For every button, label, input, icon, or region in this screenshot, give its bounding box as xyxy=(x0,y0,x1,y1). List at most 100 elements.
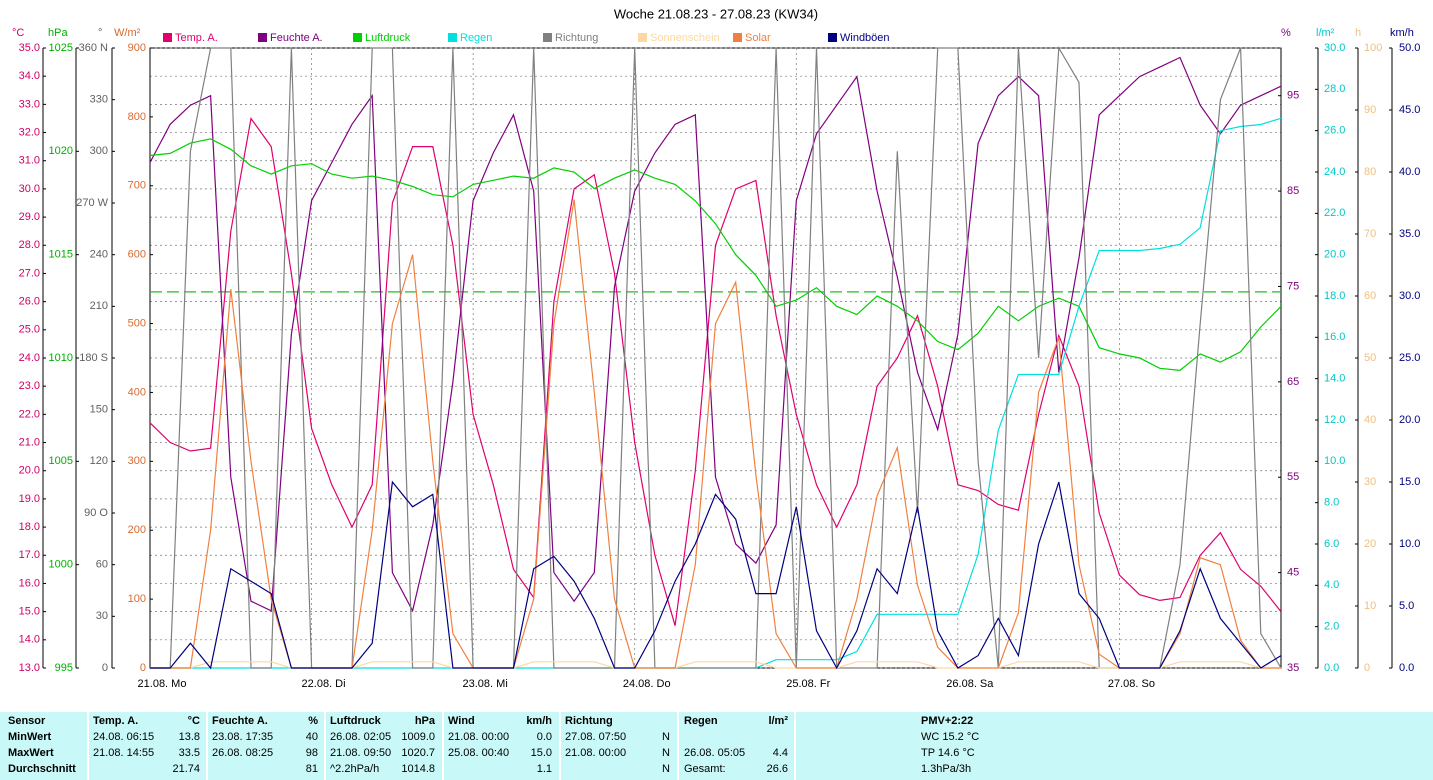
series-line xyxy=(150,480,1282,670)
y-tick-label: 30.0 xyxy=(19,183,40,195)
table-cell: N xyxy=(662,731,670,743)
legend-label: Windböen xyxy=(840,32,890,44)
series-line xyxy=(149,138,1282,372)
y-tick-label: 12.0 xyxy=(1324,414,1345,426)
y-tick-label: 0 xyxy=(102,662,108,674)
table-cell: 40 xyxy=(306,731,318,743)
x-tick-label: 27.08. So xyxy=(1108,678,1155,690)
y-tick-label: 45.0 xyxy=(1399,104,1420,116)
y-tick-label: 95 xyxy=(1287,90,1299,102)
y-tick-label: 360 N xyxy=(79,42,108,54)
y-tick-label: 45 xyxy=(1287,567,1299,579)
y-tick-label: 0 xyxy=(1364,662,1370,674)
series-line xyxy=(149,56,1282,613)
legend-label: Luftdruck xyxy=(365,32,411,44)
table-cell: 21.74 xyxy=(172,763,200,775)
y-tick-label: 20.0 xyxy=(1324,249,1345,261)
y-tick-label: 120 xyxy=(90,455,108,467)
y-tick-label: 60 xyxy=(96,559,108,571)
table-cell: 33.5 xyxy=(179,747,200,759)
y-tick-label: 15.0 xyxy=(19,606,40,618)
y-tick-label: 30.0 xyxy=(1399,290,1420,302)
axis-title: l/m² xyxy=(1316,27,1335,39)
y-tick-label: 10.0 xyxy=(1324,455,1345,467)
table-header-unit: l/m² xyxy=(768,715,788,727)
y-tick-label: 60 xyxy=(1364,290,1376,302)
legend-swatch xyxy=(258,33,267,42)
y-tick-label: 35.0 xyxy=(1399,228,1420,240)
y-tick-label: 30 xyxy=(1364,476,1376,488)
table-header-unit: hPa xyxy=(415,715,436,727)
table-header-unit: km/h xyxy=(526,715,552,727)
table-header: Sensor xyxy=(8,715,46,727)
y-tick-label: 995 xyxy=(55,662,73,674)
y-tick-label: 30 xyxy=(96,610,108,622)
y-tick-label: 100 xyxy=(1364,42,1382,54)
axis-title: °C xyxy=(12,27,24,39)
y-tick-label: 17.0 xyxy=(19,549,40,561)
y-tick-label: 180 S xyxy=(79,352,108,364)
y-tick-label: 21.0 xyxy=(19,436,40,448)
legend-label: Solar xyxy=(745,32,771,44)
y-tick-label: 34.0 xyxy=(19,70,40,82)
y-tick-label: 35 xyxy=(1287,662,1299,674)
y-tick-label: 600 xyxy=(128,249,146,261)
table-cell: N xyxy=(662,747,670,759)
y-tick-label: 33.0 xyxy=(19,98,40,110)
table-cell: 21.08. 09:50 xyxy=(330,747,391,759)
axis-title: W/m² xyxy=(114,27,141,39)
y-tick-label: 23.0 xyxy=(19,380,40,392)
y-tick-label: 300 xyxy=(128,455,146,467)
y-tick-label: 18.0 xyxy=(19,521,40,533)
y-tick-label: 240 xyxy=(90,249,108,261)
chart-title: Woche 21.08.23 - 27.08.23 (KW34) xyxy=(614,6,818,21)
x-tick-label: 25.08. Fr xyxy=(786,678,830,690)
y-tick-label: 10 xyxy=(1364,600,1376,612)
table-cell: 13.8 xyxy=(179,731,200,743)
table-cell: 1.3hPa/3h xyxy=(921,763,971,775)
y-tick-label: 0.0 xyxy=(1399,662,1414,674)
table-cell: 26.08. 08:25 xyxy=(212,747,273,759)
y-tick-label: 200 xyxy=(128,524,146,536)
legend-swatch xyxy=(448,33,457,42)
table-cell: 25.08. 00:40 xyxy=(448,747,509,759)
table-cell: 21.08. 14:55 xyxy=(93,747,154,759)
y-tick-label: 32.0 xyxy=(19,126,40,138)
y-tick-label: 270 W xyxy=(76,197,108,209)
table-header: Feuchte A. xyxy=(212,715,268,727)
y-tick-label: 700 xyxy=(128,180,146,192)
legend-label: Feuchte A. xyxy=(270,32,323,44)
y-tick-label: 330 xyxy=(90,94,108,106)
y-tick-label: 27.0 xyxy=(19,267,40,279)
y-tick-label: 26.0 xyxy=(1324,125,1345,137)
table-header: Richtung xyxy=(565,715,613,727)
table-cell: 26.08. 05:05 xyxy=(684,747,745,759)
table-cell: 1.1 xyxy=(537,763,552,775)
y-tick-label: 400 xyxy=(128,386,146,398)
y-tick-label: 1025 xyxy=(49,42,73,54)
y-tick-label: 31.0 xyxy=(19,155,40,167)
y-tick-label: 100 xyxy=(128,593,146,605)
y-tick-label: 50.0 xyxy=(1399,42,1420,54)
y-tick-label: 800 xyxy=(128,111,146,123)
y-tick-label: 35.0 xyxy=(19,42,40,54)
x-tick-label: 26.08. Sa xyxy=(946,678,994,690)
table-header-unit: °C xyxy=(188,715,200,727)
y-tick-label: 25.0 xyxy=(1399,352,1420,364)
y-tick-label: 22.0 xyxy=(19,408,40,420)
table-header: Temp. A. xyxy=(93,715,138,727)
table-row-label: MaxWert xyxy=(8,747,54,759)
y-tick-label: 2.0 xyxy=(1324,621,1339,633)
table-cell: 26.6 xyxy=(767,763,788,775)
y-tick-label: 0.0 xyxy=(1324,662,1339,674)
table-cell: N xyxy=(662,763,670,775)
legend-swatch xyxy=(733,33,742,42)
y-tick-label: 0 xyxy=(140,662,146,674)
table-cell: 15.0 xyxy=(531,747,552,759)
axis-title: h xyxy=(1355,27,1361,39)
table-cell: 98 xyxy=(306,747,318,759)
y-tick-label: 15.0 xyxy=(1399,476,1420,488)
y-tick-label: 500 xyxy=(128,317,146,329)
table-cell: 1009.0 xyxy=(401,731,435,743)
